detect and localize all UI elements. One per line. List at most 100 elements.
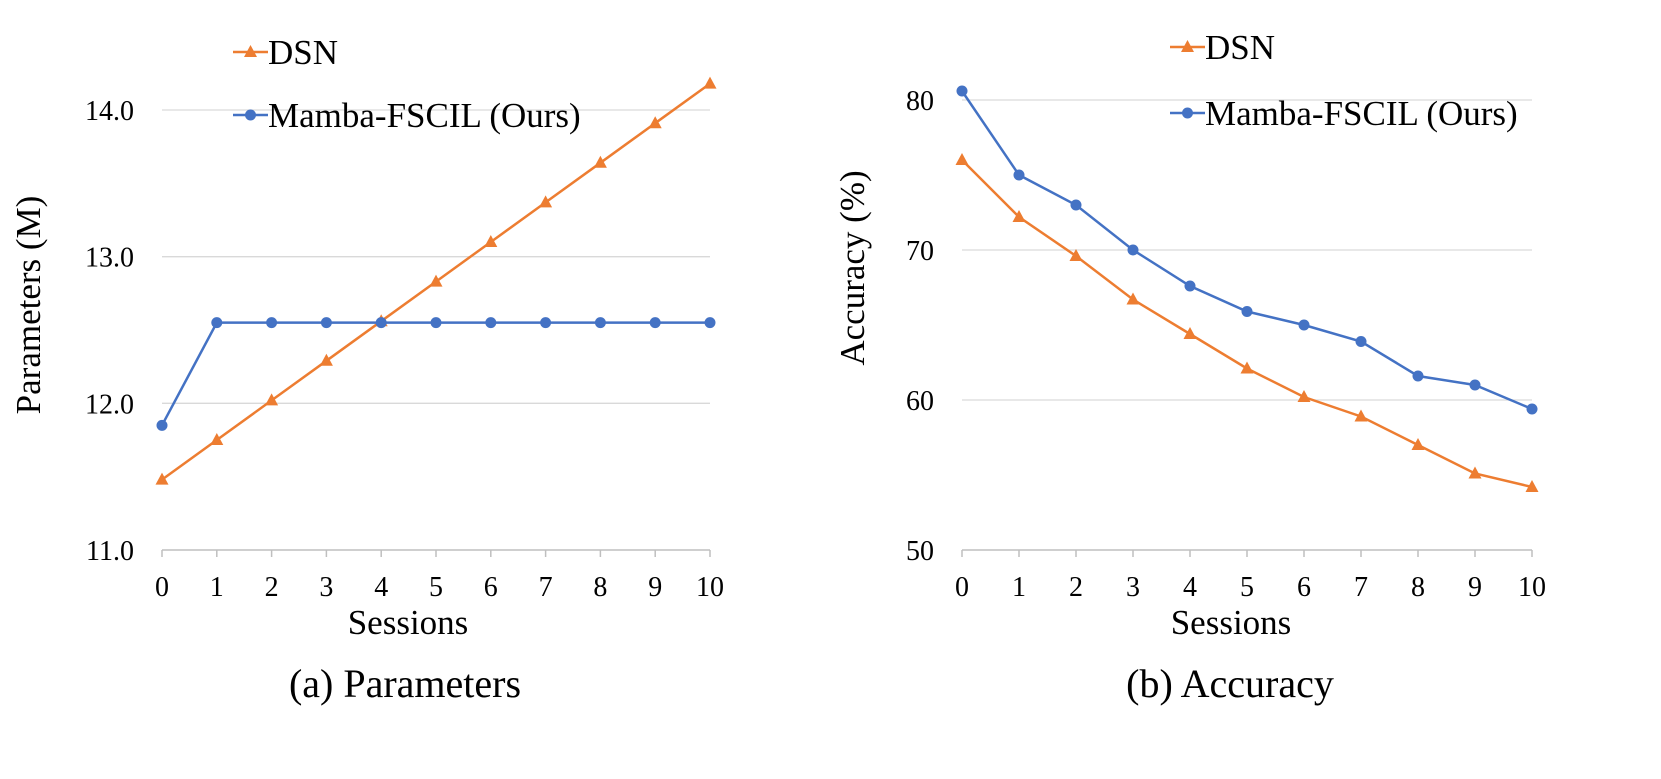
x-tick-label: 1 xyxy=(1012,572,1026,603)
x-tick-label: 5 xyxy=(1240,572,1254,603)
data-point xyxy=(593,155,607,168)
data-point xyxy=(265,393,279,406)
series-dsn xyxy=(955,153,1539,492)
data-point xyxy=(649,317,661,329)
data-point xyxy=(1354,409,1368,422)
data-point xyxy=(485,317,497,329)
data-point xyxy=(319,353,333,366)
data-point xyxy=(1469,379,1481,391)
x-tick-label: 8 xyxy=(593,572,607,603)
data-point xyxy=(539,195,553,208)
x-tick-label: 1 xyxy=(210,572,224,603)
data-point xyxy=(211,317,223,329)
x-tick-label: 10 xyxy=(1518,572,1546,603)
chart-parameters: 11.0 12.0 13.0 14.0 0 1 2 3 4 5 6 7 8 9 10 Sessions Para… xyxy=(9,33,724,706)
x-tick-label: 7 xyxy=(1354,572,1368,603)
y-axis-label: Accuracy (%) xyxy=(833,170,872,365)
x-tick-label: 4 xyxy=(1183,572,1197,603)
data-point xyxy=(1126,292,1140,305)
legend-marker xyxy=(1182,107,1193,119)
data-point xyxy=(320,317,332,329)
y-tick-label: 70 xyxy=(906,236,934,267)
legend-label: DSN xyxy=(268,33,338,72)
series-mamba-fscil xyxy=(156,317,716,431)
legend-label: Mamba-FSCIL (Ours) xyxy=(268,96,581,135)
series-line xyxy=(160,321,710,426)
x-tick-label: 10 xyxy=(696,572,724,603)
data-point xyxy=(429,274,443,287)
data-point xyxy=(1127,244,1139,256)
data-point xyxy=(1012,210,1026,222)
x-tick-label: 6 xyxy=(484,572,498,603)
data-point xyxy=(1183,327,1197,339)
data-point xyxy=(704,317,716,329)
data-point xyxy=(1468,466,1482,479)
data-point xyxy=(1355,336,1367,347)
data-point xyxy=(1297,390,1311,402)
x-axis-label: Sessions xyxy=(1171,603,1292,642)
data-point xyxy=(210,433,224,445)
chart-caption: (b) Accuracy xyxy=(1126,661,1334,706)
y-tick-label: 80 xyxy=(906,86,934,117)
series-line xyxy=(961,159,1533,489)
data-point xyxy=(155,472,169,485)
data-point xyxy=(648,116,662,129)
x-tick-label: 6 xyxy=(1297,572,1311,603)
x-tick-label: 5 xyxy=(429,572,443,603)
chart-caption: (a) Parameters xyxy=(289,661,521,706)
x-tick-label: 3 xyxy=(1126,572,1140,603)
x-tick-label: 0 xyxy=(155,572,169,603)
data-point xyxy=(1013,169,1025,181)
data-point xyxy=(1184,280,1196,292)
y-tick-label: 50 xyxy=(906,536,934,567)
series-dsn xyxy=(155,76,717,485)
legend-marker xyxy=(245,109,256,121)
data-point xyxy=(540,317,552,329)
y-tick-label: 60 xyxy=(906,386,934,417)
legend-entry: Mamba-FSCIL (Ours) xyxy=(233,96,581,135)
data-point xyxy=(1069,249,1083,261)
data-point xyxy=(375,317,387,329)
data-point xyxy=(430,317,442,329)
x-tick-label: 9 xyxy=(648,572,662,603)
x-tick-label: 9 xyxy=(1468,572,1482,603)
x-tick-label: 2 xyxy=(265,572,279,603)
data-point xyxy=(1241,306,1253,317)
data-point xyxy=(484,235,498,247)
x-tick-label: 0 xyxy=(955,572,969,603)
data-point xyxy=(1070,199,1082,211)
y-tick-label: 14.0 xyxy=(85,96,134,127)
legend-label: Mamba-FSCIL (Ours) xyxy=(1205,94,1518,133)
x-tick-label: 8 xyxy=(1411,572,1425,603)
data-point xyxy=(156,419,168,431)
x-tick-label: 3 xyxy=(319,572,333,603)
data-point xyxy=(956,85,968,97)
series-mamba-fscil xyxy=(956,85,1538,415)
data-point xyxy=(955,153,969,165)
data-point xyxy=(1240,361,1254,374)
y-tick-label: 12.0 xyxy=(85,389,134,420)
data-point xyxy=(703,76,717,89)
data-point xyxy=(594,317,606,329)
data-point xyxy=(1298,319,1310,331)
x-axis-label: Sessions xyxy=(348,603,469,642)
y-tick-label: 11.0 xyxy=(86,536,134,567)
legend-label: DSN xyxy=(1205,28,1275,67)
y-axis-label: Parameters (M) xyxy=(9,196,48,415)
data-point xyxy=(1411,438,1425,450)
x-tick-label: 4 xyxy=(374,572,388,603)
legend-entry: DSN xyxy=(1170,28,1275,67)
x-tick-label: 2 xyxy=(1069,572,1083,603)
legend-entry: DSN xyxy=(233,33,338,72)
chart-accuracy: 50 60 70 80 0 1 2 3 4 5 6 7 8 9 10 Sessions Accuracy (%)… xyxy=(833,28,1546,706)
data-point xyxy=(1526,403,1538,415)
legend-marker xyxy=(1181,40,1194,52)
data-point xyxy=(1525,480,1539,492)
y-tick-label: 13.0 xyxy=(85,243,134,274)
legend-marker xyxy=(244,45,257,57)
data-point xyxy=(266,317,278,329)
data-point xyxy=(1412,370,1424,382)
legend-entry: Mamba-FSCIL (Ours) xyxy=(1170,94,1518,133)
x-tick-label: 7 xyxy=(539,572,553,603)
